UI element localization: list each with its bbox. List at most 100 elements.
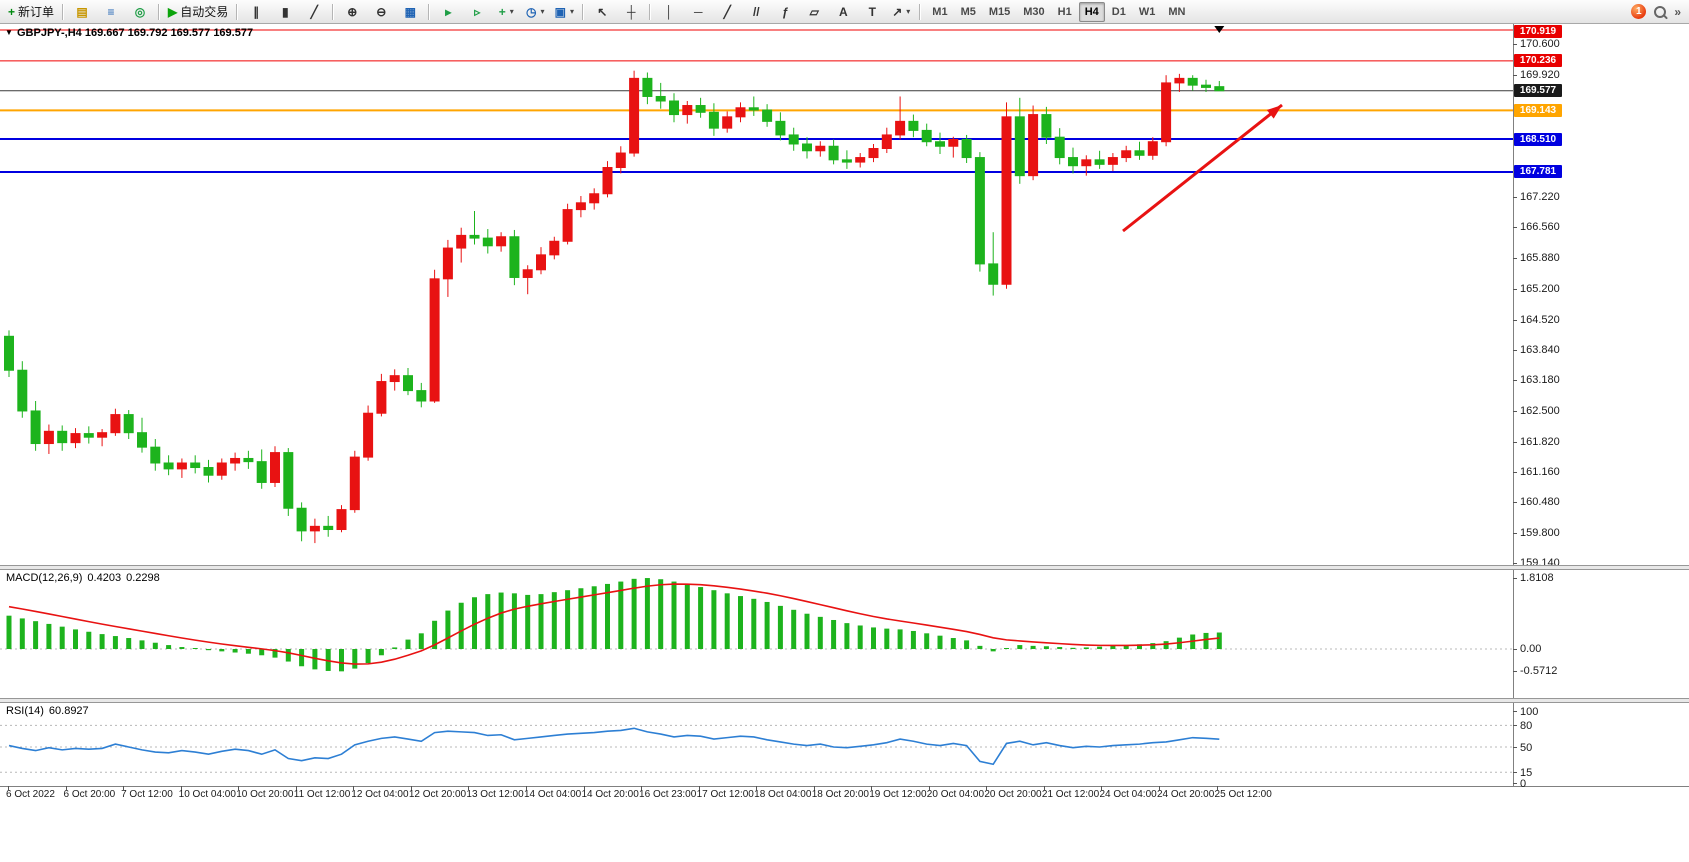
one-click-trading-toggle[interactable]: ▼ [5, 28, 13, 37]
rsi-panel-splitter[interactable] [0, 698, 1689, 703]
rsi-tickmark [1513, 772, 1517, 774]
time-tick-label: 21 Oct 12:00 [1041, 789, 1100, 800]
macd-bar [86, 631, 92, 649]
rsi-name: RSI(14) [6, 705, 44, 717]
profiles-button[interactable]: ▤ [68, 1, 96, 23]
macd-tick-label: 0.00 [1520, 643, 1542, 655]
arrows-button[interactable]: ↗ ▾ [887, 1, 915, 23]
timeframe-d1-button[interactable]: D1 [1111, 5, 1126, 18]
fibonacci-button[interactable]: ƒ [771, 1, 799, 23]
time-tick-label: 13 Oct 12:00 [466, 789, 524, 800]
macd-bar [352, 649, 358, 669]
candle-body [722, 116, 733, 129]
templates-button[interactable]: ▣ ▾ [550, 1, 578, 23]
macd-tickmark [1513, 671, 1517, 673]
price-badge: 169.577 [1514, 84, 1562, 98]
macd-main-value: 0.4203 [87, 572, 122, 584]
macd-bar [525, 594, 531, 649]
toolbar-overflow-icon[interactable]: » [1674, 4, 1681, 19]
rsi-indicator-label: RSI(14) 60.8927 [6, 705, 94, 717]
chart-shift-button[interactable]: ▹ [463, 1, 491, 23]
market-watch-button[interactable]: ≡ [97, 1, 125, 23]
price-badge: 168.510 [1514, 132, 1562, 146]
macd-bar [432, 620, 438, 649]
candle-body [4, 335, 14, 371]
candle-body [163, 462, 174, 470]
macd-bar [472, 597, 477, 649]
macd-bar [498, 592, 504, 649]
candle-body [855, 157, 866, 163]
macd-bar [1083, 647, 1089, 649]
macd-bar [378, 649, 384, 656]
price-tick-label: 159.800 [1520, 527, 1560, 540]
line-chart-button[interactable]: ╱ [300, 1, 328, 23]
fibonacci-icon: ƒ [781, 4, 789, 19]
notifications-badge[interactable]: 1 [1631, 4, 1647, 19]
chart-shift-marker[interactable] [1214, 26, 1225, 33]
macd-bar [631, 578, 637, 649]
macd-bar [804, 613, 810, 649]
candle-body [895, 120, 906, 136]
search-icon[interactable] [1654, 5, 1667, 18]
candle-body [216, 462, 227, 476]
candle-body [642, 77, 653, 97]
price-level-lines [0, 29, 1513, 173]
candle-body [43, 430, 54, 445]
macd-bar [245, 649, 251, 654]
trendline-button[interactable]: ╱ [713, 1, 741, 23]
zoom-out-button[interactable]: ⊖ [367, 1, 395, 23]
timeframe-mn-button[interactable]: MN [1168, 5, 1186, 18]
macd-bar [33, 621, 39, 649]
equidistant-channel-button[interactable]: // [742, 1, 770, 23]
timeframe-w1-button[interactable]: W1 [1138, 5, 1156, 18]
timeframe-m30-button[interactable]: M30 [1023, 5, 1045, 18]
time-tickmark [525, 786, 527, 790]
macd-bar [219, 649, 225, 652]
price-tick-label: 161.160 [1520, 465, 1560, 478]
auto-scroll-button[interactable]: ▸ [434, 1, 462, 23]
timeframe-m1-button[interactable]: M1 [932, 5, 948, 18]
candle-body [403, 375, 413, 392]
macd-bar [591, 586, 597, 649]
profiles-icon: ▤ [76, 4, 88, 19]
rsi-value: 60.8927 [48, 705, 89, 717]
shapes-button[interactable]: ▱ [800, 1, 828, 23]
vertical-line-button[interactable]: │ [655, 1, 683, 23]
candlestick-chart-button[interactable]: ▮ [271, 1, 299, 23]
autotrading-button[interactable]: ▶ 自动交易 [164, 1, 232, 23]
text-button[interactable]: A [829, 1, 857, 23]
bar-chart-button[interactable]: ∥ [242, 1, 270, 23]
macd-bar [1123, 645, 1129, 649]
tile-windows-icon: ▦ [404, 4, 416, 19]
timeframe-m15-button[interactable]: M15 [988, 5, 1011, 18]
price-tickmark [1513, 258, 1517, 259]
navigator-button[interactable]: ◎ [126, 1, 154, 23]
macd-bar [139, 640, 145, 649]
toolbar-separator [332, 3, 335, 20]
new-order-button[interactable]: + 新订单 [4, 1, 58, 23]
macd-panel-splitter[interactable] [0, 565, 1689, 570]
macd-tick-label: -0.5712 [1520, 665, 1558, 678]
candle-body [615, 152, 626, 169]
periods-icon: ◷ [526, 4, 537, 19]
macd-bar [937, 635, 943, 649]
time-tickmark [180, 786, 182, 790]
crosshair-icon: ┼ [627, 4, 636, 19]
tile-windows-button[interactable]: ▦ [396, 1, 424, 23]
timeframe-m5-button[interactable]: M5 [960, 5, 976, 18]
crosshair-button[interactable]: ┼ [617, 1, 645, 23]
trend-arrow[interactable] [1122, 103, 1283, 233]
periods-button[interactable]: ◷ ▾ [521, 1, 549, 23]
timeframe-h4-button[interactable]: H4 [1078, 1, 1105, 22]
macd-bar [259, 649, 265, 656]
horizontal-line-button[interactable]: ─ [684, 1, 712, 23]
text-label-button[interactable]: T [858, 1, 886, 23]
new-chart-button[interactable]: + ▾ [492, 1, 520, 23]
cursor-button[interactable]: ↖ [588, 1, 616, 23]
price-tickmark [1513, 350, 1517, 352]
candle-body [509, 236, 520, 278]
zoom-in-button[interactable]: ⊕ [338, 1, 366, 23]
timeframe-h1-button[interactable]: H1 [1057, 5, 1072, 18]
